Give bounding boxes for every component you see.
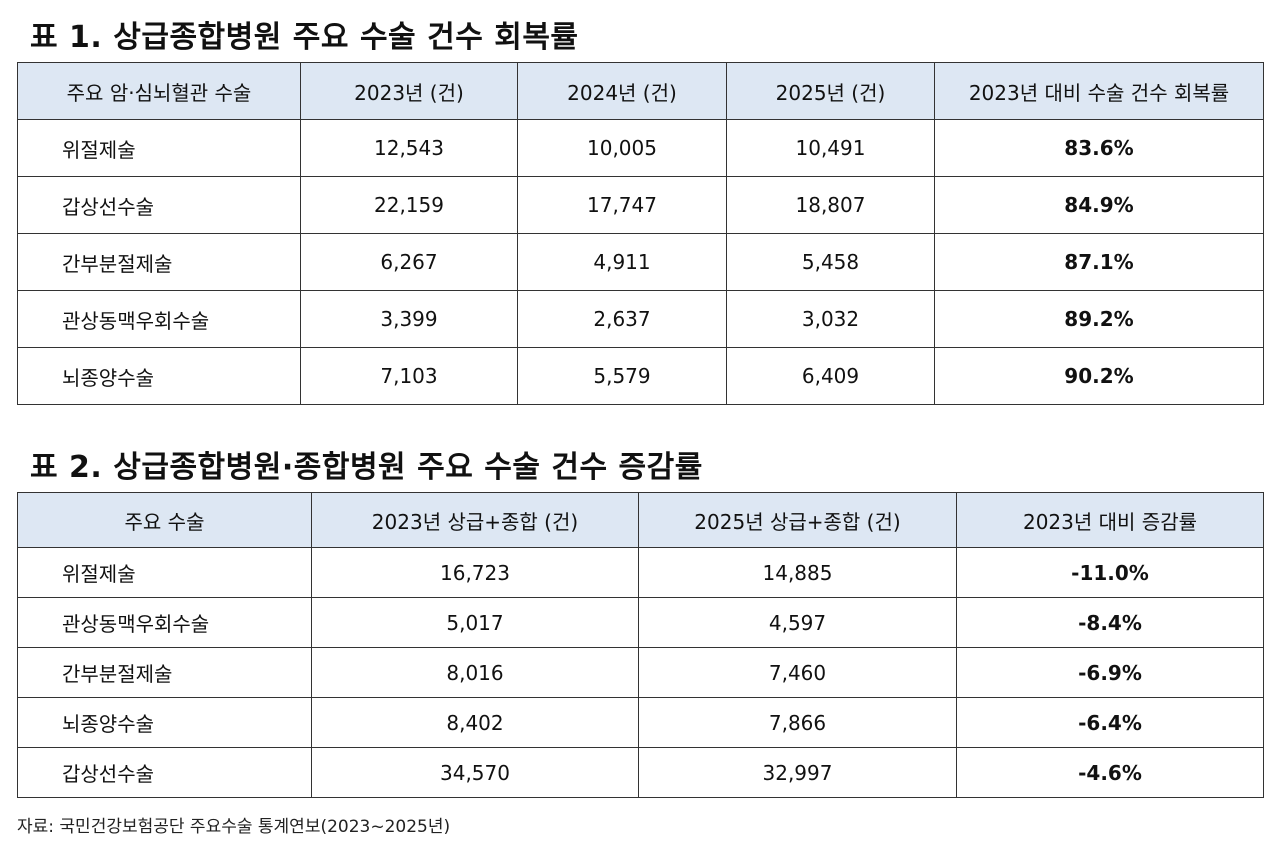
count-2025-cell: 32,997 <box>638 747 957 798</box>
count-2023-cell: 3,399 <box>300 290 518 348</box>
column-header: 2024년 (건) <box>517 62 727 120</box>
recovery-rate-cell: 83.6% <box>934 119 1264 177</box>
table-row: 간부분절제술 6,267 4,911 5,458 87.1% <box>17 233 1264 291</box>
column-header: 2023년 대비 수술 건수 회복률 <box>934 62 1264 120</box>
column-header: 주요 암·심뇌혈관 수술 <box>17 62 301 120</box>
count-2024-cell: 17,747 <box>517 176 727 234</box>
count-2023-cell: 8,402 <box>311 697 639 748</box>
count-2023-cell: 8,016 <box>311 647 639 698</box>
count-2023-cell: 5,017 <box>311 597 639 648</box>
count-2024-cell: 5,579 <box>517 347 727 405</box>
count-2025-cell: 7,460 <box>638 647 957 698</box>
table-row: 갑상선수술 22,159 17,747 18,807 84.9% <box>17 176 1264 234</box>
count-2023-cell: 12,543 <box>300 119 518 177</box>
count-2024-cell: 2,637 <box>517 290 727 348</box>
surgery-name-cell: 뇌종양수술 <box>17 697 312 748</box>
surgery-name-cell: 관상동맥우회수술 <box>17 290 301 348</box>
table-row: 관상동맥우회수술 3,399 2,637 3,032 89.2% <box>17 290 1264 348</box>
change-rate-table: 주요 수술 2023년 상급+종합 (건) 2025년 상급+종합 (건) 20… <box>17 492 1264 798</box>
count-2025-cell: 14,885 <box>638 547 957 598</box>
count-2023-cell: 7,103 <box>300 347 518 405</box>
surgery-name-cell: 간부분절제술 <box>17 647 312 698</box>
count-2023-cell: 22,159 <box>300 176 518 234</box>
column-header: 주요 수술 <box>17 492 312 548</box>
surgery-name-cell: 갑상선수술 <box>17 176 301 234</box>
recovery-rate-cell: 87.1% <box>934 233 1264 291</box>
change-rate-cell: -11.0% <box>956 547 1264 598</box>
recovery-rate-cell: 89.2% <box>934 290 1264 348</box>
count-2025-cell: 10,491 <box>726 119 935 177</box>
table-row: 간부분절제술 8,016 7,460 -6.9% <box>17 647 1264 698</box>
column-header: 2025년 (건) <box>726 62 935 120</box>
surgery-name-cell: 위절제술 <box>17 119 301 177</box>
surgery-name-cell: 뇌종양수술 <box>17 347 301 405</box>
count-2024-cell: 4,911 <box>517 233 727 291</box>
table-row: 뇌종양수술 8,402 7,866 -6.4% <box>17 697 1264 748</box>
count-2025-cell: 4,597 <box>638 597 957 648</box>
table-row: 위절제술 12,543 10,005 10,491 83.6% <box>17 119 1264 177</box>
count-2025-cell: 5,458 <box>726 233 935 291</box>
column-header: 2023년 (건) <box>300 62 518 120</box>
table-row: 뇌종양수술 7,103 5,579 6,409 90.2% <box>17 347 1264 405</box>
count-2025-cell: 3,032 <box>726 290 935 348</box>
count-2025-cell: 7,866 <box>638 697 957 748</box>
table-row: 위절제술 16,723 14,885 -11.0% <box>17 547 1264 598</box>
recovery-rate-table: 주요 암·심뇌혈관 수술 2023년 (건) 2024년 (건) 2025년 (… <box>17 62 1264 405</box>
column-header: 2025년 상급+종합 (건) <box>638 492 957 548</box>
surgery-name-cell: 간부분절제술 <box>17 233 301 291</box>
count-2023-cell: 6,267 <box>300 233 518 291</box>
surgery-name-cell: 갑상선수술 <box>17 747 312 798</box>
column-header: 2023년 대비 증감률 <box>956 492 1264 548</box>
count-2025-cell: 18,807 <box>726 176 935 234</box>
count-2023-cell: 16,723 <box>311 547 639 598</box>
change-rate-cell: -4.6% <box>956 747 1264 798</box>
count-2024-cell: 10,005 <box>517 119 727 177</box>
change-rate-cell: -8.4% <box>956 597 1264 648</box>
recovery-rate-cell: 84.9% <box>934 176 1264 234</box>
count-2025-cell: 6,409 <box>726 347 935 405</box>
column-header: 2023년 상급+종합 (건) <box>311 492 639 548</box>
source-note: 자료: 국민건강보험공단 주요수술 통계연보(2023~2025년) <box>17 817 451 837</box>
change-rate-cell: -6.9% <box>956 647 1264 698</box>
table-header-row: 주요 암·심뇌혈관 수술 2023년 (건) 2024년 (건) 2025년 (… <box>17 62 1264 120</box>
recovery-rate-cell: 90.2% <box>934 347 1264 405</box>
surgery-name-cell: 위절제술 <box>17 547 312 598</box>
table1-title: 표 1. 상급종합병원 주요 수술 건수 회복률 <box>30 20 579 55</box>
table2-title: 표 2. 상급종합병원·종합병원 주요 수술 건수 증감률 <box>30 450 703 485</box>
count-2023-cell: 34,570 <box>311 747 639 798</box>
table-header-row: 주요 수술 2023년 상급+종합 (건) 2025년 상급+종합 (건) 20… <box>17 492 1264 548</box>
table-row: 관상동맥우회수술 5,017 4,597 -8.4% <box>17 597 1264 648</box>
table-row: 갑상선수술 34,570 32,997 -4.6% <box>17 747 1264 798</box>
surgery-name-cell: 관상동맥우회수술 <box>17 597 312 648</box>
change-rate-cell: -6.4% <box>956 697 1264 748</box>
